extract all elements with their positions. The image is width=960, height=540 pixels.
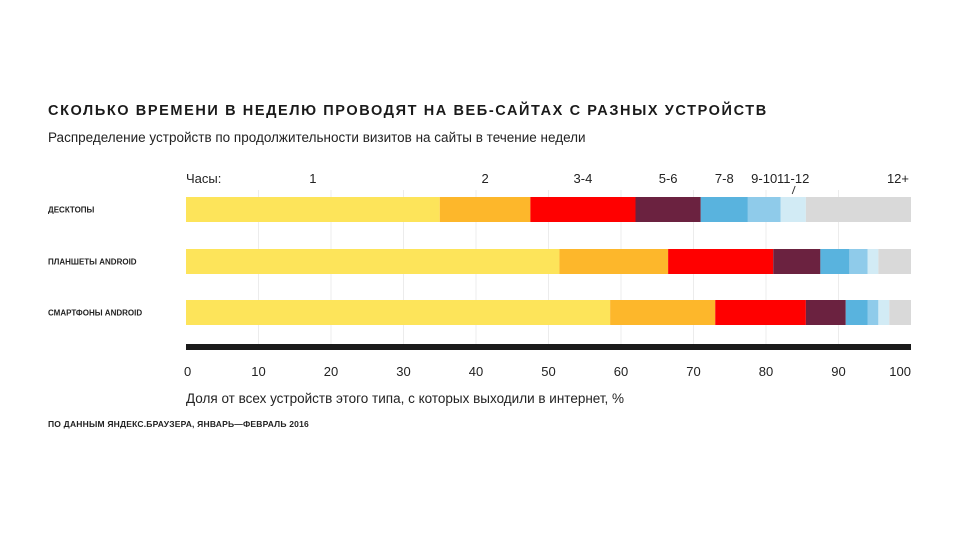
bar-segment [878,300,890,325]
tick-label: 100 [889,364,911,379]
bar-segment [849,249,868,274]
tick-label: 0 [184,364,191,379]
legend: Часы: 1 2 3-4 5-6 7-8 9-10 11-12 12+ [186,171,909,195]
tick-label: 80 [759,364,773,379]
bar-segment [780,197,806,222]
bar-segment [610,300,716,325]
tick-label: 60 [614,364,628,379]
legend-label: 3-4 [574,171,593,186]
category-label: ПЛАНШЕТЫ ANDROID [48,258,137,267]
x-axis-label: Доля от всех устройств этого типа, с кот… [186,391,624,406]
bar-segment [805,197,911,222]
bar-segment [878,249,911,274]
bar-segment [559,249,669,274]
x-axis: 0 10 20 30 40 50 60 70 80 90 100 Доля от всех устро… [184,344,911,406]
category-label: ДЕСКТОПЫ [48,206,95,215]
legend-label: 2 [481,171,488,186]
bar-segment [186,249,560,274]
tick-label: 40 [469,364,483,379]
legend-label: 12+ [887,171,909,186]
bar-segment [867,249,879,274]
bar-segment [845,300,868,325]
legend-label: 11-12 [777,171,809,186]
tick-label: 50 [541,364,555,379]
tick-label: 90 [831,364,845,379]
bar-segment [773,249,821,274]
x-axis-line [186,344,911,350]
bar-segment [439,197,531,222]
source-note: ПО ДАННЫМ ЯНДЕКС.БРАУЗЕРА, ЯНВАРЬ—ФЕВРАЛ… [48,419,309,429]
chart-title: СКОЛЬКО ВРЕМЕНИ В НЕДЕЛЮ ПРОВОДЯТ НА ВЕБ… [48,103,768,119]
bar-segment [700,197,748,222]
category-label: СМАРТФОНЫ ANDROID [48,309,142,318]
legend-label: 5-6 [659,171,678,186]
tick-label: 10 [251,364,265,379]
bars: ДЕСКТОПЫ ПЛАНШЕТЫ ANDROID СМАРТФОНЫ ANDROI… [48,197,911,325]
bar-segment [820,249,850,274]
bar-segment [805,300,846,325]
bar-segment [867,300,879,325]
tick-label: 30 [396,364,410,379]
bar-segment [530,197,636,222]
bar-segment [186,300,611,325]
legend-label: 9-10 [751,171,777,186]
tick-label: 70 [686,364,700,379]
bar-segment [889,300,911,325]
tick-label: 20 [324,364,338,379]
legend-label: 7-8 [715,171,734,186]
legend-title: Часы: [186,171,221,186]
bar-segment [668,249,774,274]
chart-subtitle: Распределение устройств по продолжительн… [48,130,586,145]
bar-segment [715,300,806,325]
bar-segment [186,197,440,222]
bar-segment [635,197,701,222]
legend-pointer [791,185,796,195]
legend-label: 1 [309,171,316,186]
bar-segment [747,197,781,222]
